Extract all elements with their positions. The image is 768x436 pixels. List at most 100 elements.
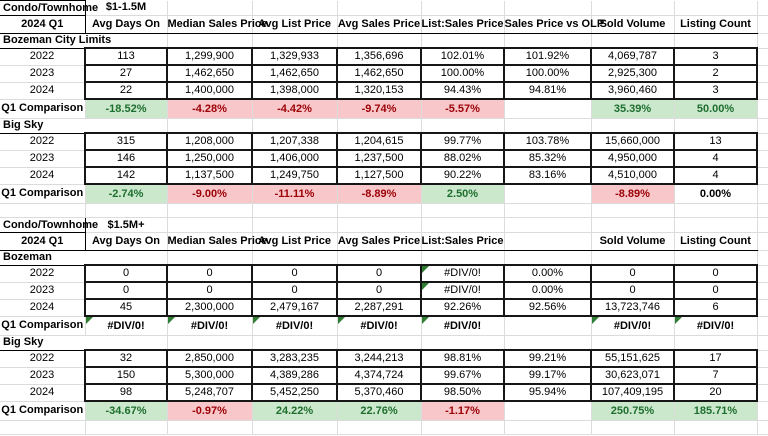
blank-cell[interactable] [337, 217, 422, 233]
blank-cell[interactable] [167, 203, 253, 218]
column-header[interactable]: Median Sales Price [167, 15, 267, 34]
comparison-value-cell[interactable]: -9.74% [337, 99, 422, 119]
blank-cell[interactable] [337, 203, 422, 218]
blank-cell[interactable] [252, 420, 338, 435]
group-label-cell[interactable]: Big Sky [0, 335, 168, 351]
year-cell[interactable]: 2024 [0, 299, 86, 317]
data-cell[interactable]: 88.02% [420, 149, 505, 168]
blank-cell[interactable] [337, 33, 422, 49]
data-cell[interactable]: 99.77% [420, 132, 505, 151]
column-header[interactable]: Avg Days On [85, 15, 168, 34]
blank-cell[interactable] [674, 335, 758, 351]
column-header[interactable]: Sales Price vs OLP [504, 15, 604, 34]
data-cell[interactable]: 0 [166, 281, 253, 300]
blank-cell[interactable] [85, 420, 168, 435]
data-cell[interactable]: 20 [673, 383, 758, 402]
comparison-value-cell[interactable]: #DIV/0! [591, 316, 675, 336]
data-cell[interactable]: 4 [673, 166, 758, 185]
blank-cell[interactable] [167, 420, 253, 435]
blank-cell[interactable] [591, 0, 675, 16]
blank-cell[interactable] [591, 420, 675, 435]
year-cell[interactable]: 2023 [0, 367, 86, 385]
data-cell[interactable]: 1,398,000 [251, 81, 338, 100]
data-cell[interactable]: 13,723,746 [590, 298, 675, 317]
blank-cell[interactable] [421, 203, 505, 218]
blank-cell[interactable] [421, 33, 505, 49]
blank-cell[interactable] [504, 217, 592, 233]
data-cell[interactable]: 0.00% [503, 281, 592, 300]
data-cell[interactable]: 3 [673, 47, 758, 66]
year-cell[interactable]: 2023 [0, 65, 86, 83]
year-cell[interactable]: 2022 [0, 133, 86, 151]
blank-cell[interactable] [504, 420, 592, 435]
data-cell[interactable]: 3 [673, 81, 758, 100]
comparison-value-cell[interactable]: #DIV/0! [674, 316, 758, 336]
blank-cell[interactable] [421, 250, 505, 266]
data-cell[interactable]: 5,248,707 [166, 383, 253, 402]
comparison-value-cell[interactable]: -1.17% [421, 401, 505, 421]
data-cell[interactable]: 1,320,153 [336, 81, 422, 100]
data-cell[interactable]: 1,249,750 [251, 166, 338, 185]
comparison-label-cell[interactable]: Q1 Comparison [0, 401, 86, 421]
data-cell[interactable]: 85.32% [503, 149, 592, 168]
data-cell[interactable]: 103.78% [503, 132, 592, 151]
year-cell[interactable]: 2024 [0, 167, 86, 185]
comparison-value-cell[interactable]: 0.00% [674, 184, 758, 204]
data-cell[interactable]: 2,850,000 [166, 349, 253, 368]
comparison-label-cell[interactable]: Q1 Comparison [0, 99, 86, 119]
blank-cell[interactable] [421, 335, 505, 351]
data-cell[interactable]: 22 [84, 81, 168, 100]
data-cell[interactable]: 0 [251, 264, 338, 283]
comparison-value-cell[interactable] [504, 316, 592, 336]
blank-cell[interactable] [252, 0, 338, 16]
year-cell[interactable]: 2022 [0, 350, 86, 368]
data-cell[interactable]: 1,207,338 [251, 132, 338, 151]
data-cell[interactable]: 100.00% [420, 64, 505, 83]
blank-cell[interactable] [421, 118, 505, 134]
comparison-value-cell[interactable]: -5.57% [421, 99, 505, 119]
data-cell[interactable]: 107,409,195 [590, 383, 675, 402]
column-header[interactable]: Sold Volume [591, 15, 675, 34]
comparison-value-cell[interactable]: -8.89% [337, 184, 422, 204]
comparison-value-cell[interactable]: #DIV/0! [167, 316, 253, 336]
data-cell[interactable]: 98.81% [420, 349, 505, 368]
data-cell[interactable]: 150 [84, 366, 168, 385]
data-cell[interactable]: 4,510,000 [590, 166, 675, 185]
comparison-value-cell[interactable]: -18.52% [85, 99, 168, 119]
data-cell[interactable]: 99.21% [503, 349, 592, 368]
data-cell[interactable]: 315 [84, 132, 168, 151]
blank-cell[interactable] [591, 335, 675, 351]
data-cell[interactable]: #DIV/0! [420, 264, 505, 283]
blank-cell[interactable] [421, 217, 505, 233]
blank-cell[interactable] [504, 203, 592, 218]
blank-cell[interactable] [252, 33, 338, 49]
data-cell[interactable]: 100.00% [503, 64, 592, 83]
data-cell[interactable]: 1,406,000 [251, 149, 338, 168]
data-cell[interactable]: 0.00% [503, 264, 592, 283]
blank-cell[interactable] [757, 203, 768, 218]
data-cell[interactable]: 4,950,000 [590, 149, 675, 168]
comparison-value-cell[interactable]: 185.71% [674, 401, 758, 421]
data-cell[interactable]: 94.43% [420, 81, 505, 100]
column-header[interactable]: List:Sales Price [421, 232, 505, 251]
period-cell[interactable]: 2024 Q1 [0, 232, 86, 251]
blank-cell[interactable] [0, 420, 86, 435]
data-cell[interactable]: 1,208,000 [166, 132, 253, 151]
blank-cell[interactable] [757, 420, 768, 435]
data-cell[interactable]: 2 [673, 64, 758, 83]
data-cell[interactable]: 2,925,300 [590, 64, 675, 83]
column-header[interactable]: Sold Volume [591, 232, 675, 251]
blank-cell[interactable] [504, 0, 592, 16]
data-cell[interactable]: 1,204,615 [336, 132, 422, 151]
data-cell[interactable]: 99.17% [503, 366, 592, 385]
data-cell[interactable]: 1,299,900 [166, 47, 253, 66]
data-cell[interactable]: 0 [336, 264, 422, 283]
data-cell[interactable]: 83.16% [503, 166, 592, 185]
comparison-value-cell[interactable]: 35.39% [591, 99, 675, 119]
data-cell[interactable]: 101.92% [503, 47, 592, 66]
comparison-value-cell[interactable]: #DIV/0! [421, 316, 505, 336]
data-cell[interactable]: 4,389,286 [251, 366, 338, 385]
section-title-cell[interactable]: Condo/Townhome [0, 217, 98, 233]
data-cell[interactable]: 146 [84, 149, 168, 168]
blank-cell[interactable] [337, 335, 422, 351]
